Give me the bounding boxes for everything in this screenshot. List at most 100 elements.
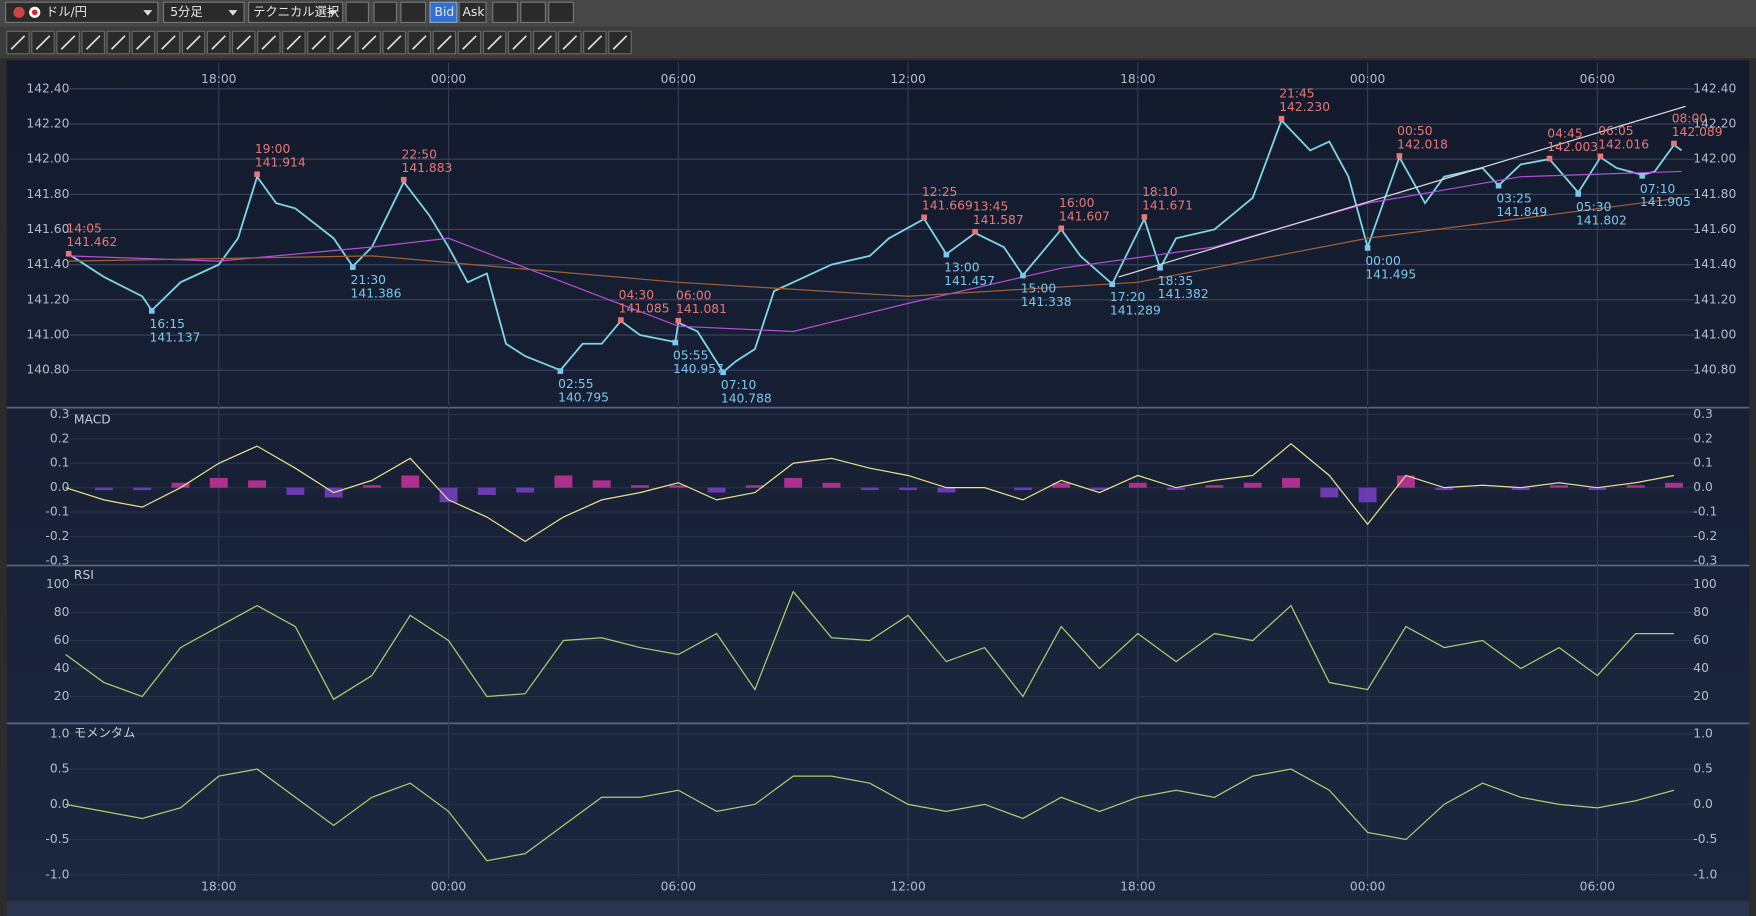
dropdown-arrow <box>228 10 238 16</box>
tool-icon <box>161 35 176 50</box>
histogram-bar <box>401 475 420 488</box>
chart-type-button[interactable] <box>400 1 427 23</box>
annotation-time: 00:50 <box>1397 124 1432 138</box>
annotation-time: 12:25 <box>922 185 957 199</box>
y-tick-label: 1.0 <box>50 726 70 740</box>
annotation-time: 04:30 <box>619 288 654 302</box>
y-tick-label-right: 142.20 <box>1693 116 1736 130</box>
x-tick-label: 12:00 <box>890 72 925 86</box>
indicator-line <box>65 442 1675 543</box>
annotation-time: 05:55 <box>673 349 708 363</box>
histogram-bar <box>209 477 228 488</box>
high-marker <box>1141 214 1148 220</box>
draw-button[interactable] <box>345 1 370 23</box>
annotation-value: 141.289 <box>1110 304 1161 318</box>
high-marker <box>65 250 72 257</box>
y-tick-label: 0.2 <box>50 431 70 445</box>
annotation-time: 21:30 <box>351 273 386 287</box>
tool-button[interactable] <box>492 1 518 23</box>
tool-icon <box>612 35 628 50</box>
y-tick-label-right: -0.1 <box>1693 505 1717 519</box>
low-marker <box>1575 191 1582 197</box>
histogram-bar <box>94 487 113 491</box>
histogram-bar <box>1396 475 1415 488</box>
histogram-bar <box>248 480 267 488</box>
y-tick-label-right: -0.5 <box>1693 832 1717 846</box>
annotation-time: 06:00 <box>676 289 711 303</box>
tool-icon <box>487 35 502 50</box>
high-marker <box>254 171 260 178</box>
y-tick-label-right: 141.20 <box>1693 292 1736 306</box>
annotation-time: 21:45 <box>1279 87 1314 101</box>
y-tick-label-right: 0.3 <box>1693 407 1713 421</box>
annotation-value: 141.849 <box>1496 205 1547 219</box>
histogram-bar <box>1013 487 1032 491</box>
annotation-value: 142.018 <box>1397 137 1448 151</box>
annotation-value: 140.788 <box>721 392 772 406</box>
y-tick-label-right: 0.0 <box>1693 797 1713 811</box>
high-marker <box>400 176 407 183</box>
annotation-value: 141.462 <box>66 235 117 249</box>
zoom-out-button[interactable] <box>520 1 546 23</box>
y-tick-label-right: 141.80 <box>1693 187 1736 201</box>
annotation-value: 141.081 <box>676 302 727 316</box>
annotation-value: 141.587 <box>973 213 1024 227</box>
low-marker <box>1495 182 1502 189</box>
technical-label: テクニカル選択 <box>253 5 340 19</box>
low-marker <box>1157 265 1163 271</box>
zoom-in-button[interactable] <box>548 1 574 23</box>
histogram-bar <box>631 485 649 488</box>
navigator[interactable] <box>6 901 1750 916</box>
high-marker <box>1597 153 1604 160</box>
tool-icon <box>10 35 26 50</box>
technical-select[interactable] <box>248 1 344 23</box>
panel-title: RSI <box>74 568 94 582</box>
annotation-value: 142.016 <box>1598 138 1649 152</box>
high-marker <box>1546 155 1553 162</box>
y-tick-label-right: 1.0 <box>1693 726 1713 740</box>
annotation-value: 142.089 <box>1672 125 1723 139</box>
annotation-time: 06:05 <box>1598 124 1633 138</box>
low-marker <box>720 369 726 376</box>
tool-icon <box>85 35 101 50</box>
tool-icon <box>261 35 277 50</box>
dropdown-arrow <box>143 10 153 16</box>
annotation-time: 13:45 <box>973 200 1008 214</box>
annotation-time: 07:10 <box>721 378 756 392</box>
histogram-bar <box>1664 482 1683 488</box>
y-tick-label-right: 20 <box>1693 689 1709 703</box>
histogram-bar <box>362 485 381 488</box>
annotation-time: 18:35 <box>1158 274 1193 288</box>
histogram-bar <box>592 480 611 488</box>
annotation-value: 141.382 <box>1158 287 1209 301</box>
tool-icon <box>361 35 377 50</box>
annotation-value: 141.338 <box>1021 295 1072 309</box>
y-tick-label-right: 142.00 <box>1693 152 1736 166</box>
x-tick-label: 06:00 <box>661 72 696 86</box>
tool-icon <box>336 35 352 50</box>
bid-button[interactable] <box>429 1 458 23</box>
histogram-bar <box>1282 477 1300 488</box>
y-tick-label: 141.20 <box>26 292 69 306</box>
ask-button[interactable] <box>458 1 487 23</box>
histogram-bar <box>1243 482 1262 488</box>
low-marker <box>1020 272 1026 279</box>
series-line <box>65 768 1675 862</box>
annotation-value: 141.457 <box>944 274 995 288</box>
y-tick-label: 0.0 <box>50 480 70 494</box>
x-tick-label-bottom: 18:00 <box>1120 879 1155 893</box>
histogram-bar <box>554 475 573 488</box>
histogram-bar <box>1588 487 1607 491</box>
pair-select[interactable] <box>5 1 159 23</box>
annotation-time: 16:00 <box>1059 196 1094 210</box>
indicator-line <box>68 170 1682 333</box>
y-tick-label-right: 0.1 <box>1693 456 1713 470</box>
timeframe-select[interactable] <box>162 1 245 23</box>
histogram-bar <box>1167 487 1186 491</box>
tool-icon <box>35 35 51 50</box>
annotation-time: 00:00 <box>1365 254 1400 268</box>
annotation-time: 22:50 <box>402 148 437 162</box>
tool-icon <box>587 35 603 50</box>
info-button[interactable] <box>373 1 398 23</box>
